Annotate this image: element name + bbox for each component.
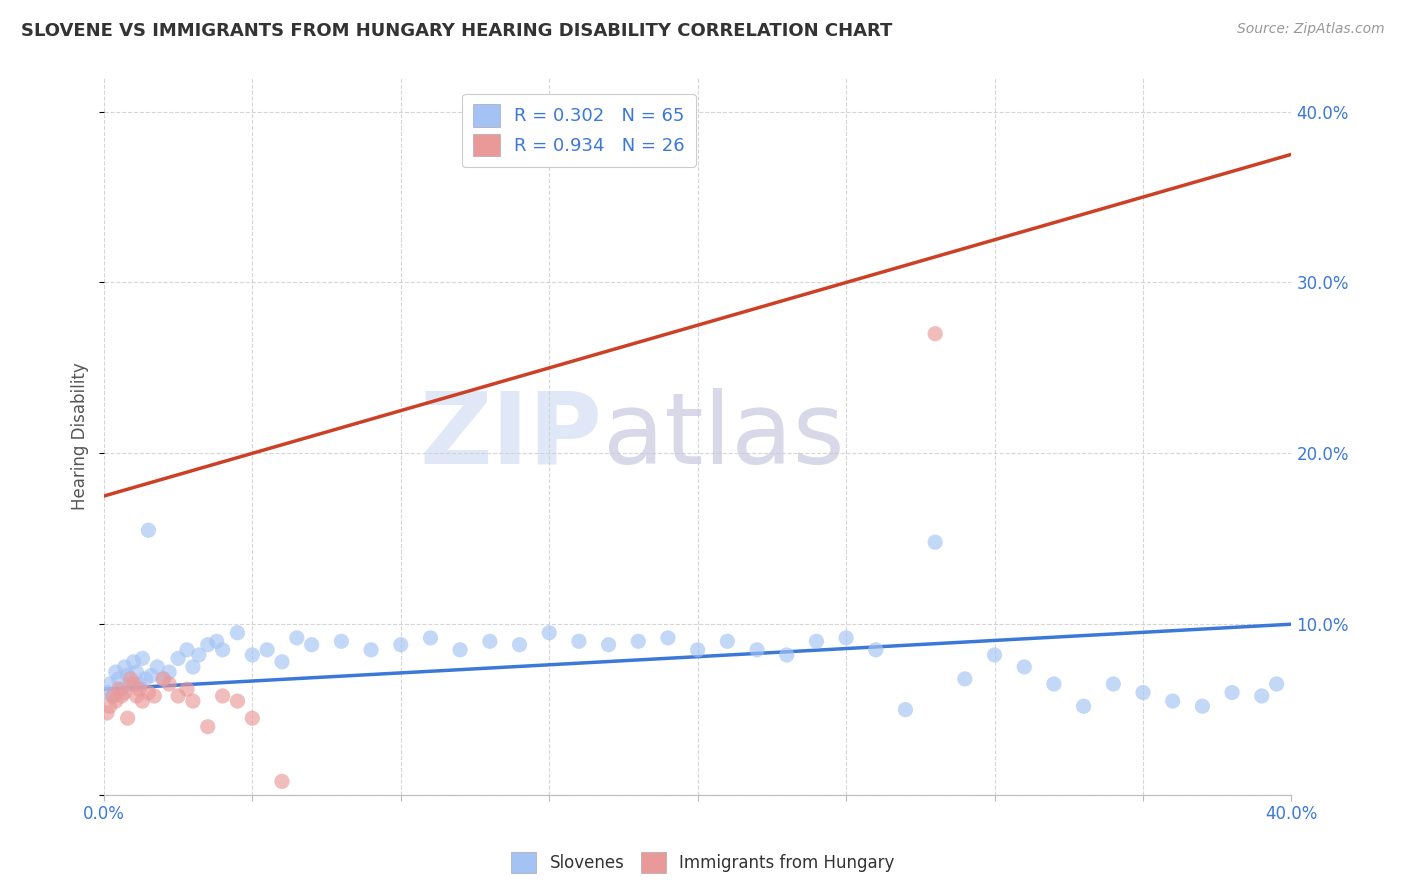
Point xyxy=(598,638,620,652)
Point xyxy=(111,682,134,697)
Text: atlas: atlas xyxy=(603,388,844,484)
Point xyxy=(271,774,294,789)
Legend: Slovenes, Immigrants from Hungary: Slovenes, Immigrants from Hungary xyxy=(505,846,901,880)
Text: Source: ZipAtlas.com: Source: ZipAtlas.com xyxy=(1237,22,1385,37)
Point xyxy=(285,631,308,645)
Point xyxy=(107,682,129,697)
Point xyxy=(806,634,828,648)
Point xyxy=(1102,677,1125,691)
Point xyxy=(176,682,198,697)
Text: ZIP: ZIP xyxy=(420,388,603,484)
Point xyxy=(181,694,204,708)
Point xyxy=(1012,660,1035,674)
Point xyxy=(125,689,148,703)
Point xyxy=(131,651,153,665)
Point xyxy=(745,643,768,657)
Point xyxy=(568,634,591,648)
Point xyxy=(157,665,180,679)
Point xyxy=(96,706,118,720)
Point xyxy=(419,631,441,645)
Point xyxy=(716,634,738,648)
Point xyxy=(125,665,148,679)
Point xyxy=(627,634,650,648)
Point xyxy=(1250,689,1272,703)
Point xyxy=(131,694,153,708)
Point xyxy=(449,643,471,657)
Point xyxy=(167,651,190,665)
Point xyxy=(141,668,163,682)
Point xyxy=(240,648,263,662)
Y-axis label: Hearing Disability: Hearing Disability xyxy=(72,362,89,510)
Point xyxy=(96,685,118,699)
Point xyxy=(226,625,249,640)
Point xyxy=(226,694,249,708)
Point xyxy=(301,638,323,652)
Point xyxy=(211,643,233,657)
Point xyxy=(120,672,142,686)
Point xyxy=(686,643,709,657)
Legend: R = 0.302   N = 65, R = 0.934   N = 26: R = 0.302 N = 65, R = 0.934 N = 26 xyxy=(463,94,696,167)
Point xyxy=(1265,677,1288,691)
Point xyxy=(122,655,145,669)
Point xyxy=(508,638,530,652)
Point xyxy=(98,699,121,714)
Text: SLOVENE VS IMMIGRANTS FROM HUNGARY HEARING DISABILITY CORRELATION CHART: SLOVENE VS IMMIGRANTS FROM HUNGARY HEARI… xyxy=(21,22,893,40)
Point xyxy=(98,677,121,691)
Point xyxy=(176,643,198,657)
Point xyxy=(1161,694,1184,708)
Point xyxy=(924,535,946,549)
Point xyxy=(256,643,278,657)
Point xyxy=(1191,699,1213,714)
Point xyxy=(894,703,917,717)
Point xyxy=(104,665,127,679)
Point xyxy=(835,631,858,645)
Point xyxy=(101,689,124,703)
Point xyxy=(122,677,145,691)
Point xyxy=(101,689,124,703)
Point xyxy=(117,711,139,725)
Point xyxy=(138,685,160,699)
Point xyxy=(865,643,887,657)
Point xyxy=(157,677,180,691)
Point xyxy=(111,689,134,703)
Point xyxy=(104,694,127,708)
Point xyxy=(107,672,129,686)
Point xyxy=(1220,685,1243,699)
Point xyxy=(1132,685,1154,699)
Point xyxy=(330,634,353,648)
Point xyxy=(114,660,136,674)
Point xyxy=(776,648,799,662)
Point xyxy=(128,677,150,691)
Point xyxy=(152,672,174,686)
Point xyxy=(478,634,501,648)
Point xyxy=(1043,677,1066,691)
Point xyxy=(538,625,561,640)
Point xyxy=(146,660,169,674)
Point xyxy=(152,672,174,686)
Point xyxy=(167,689,190,703)
Point xyxy=(953,672,976,686)
Point xyxy=(389,638,412,652)
Point xyxy=(128,682,150,697)
Point xyxy=(197,720,219,734)
Point xyxy=(211,689,233,703)
Point xyxy=(197,638,219,652)
Point xyxy=(117,668,139,682)
Point xyxy=(120,677,142,691)
Point xyxy=(657,631,679,645)
Point xyxy=(1073,699,1095,714)
Point xyxy=(240,711,263,725)
Point xyxy=(205,634,228,648)
Point xyxy=(143,689,166,703)
Point xyxy=(187,648,209,662)
Point xyxy=(924,326,946,341)
Point xyxy=(114,685,136,699)
Point xyxy=(271,655,294,669)
Point xyxy=(983,648,1005,662)
Point xyxy=(138,523,160,537)
Point xyxy=(134,672,156,686)
Point xyxy=(360,643,382,657)
Point xyxy=(181,660,204,674)
